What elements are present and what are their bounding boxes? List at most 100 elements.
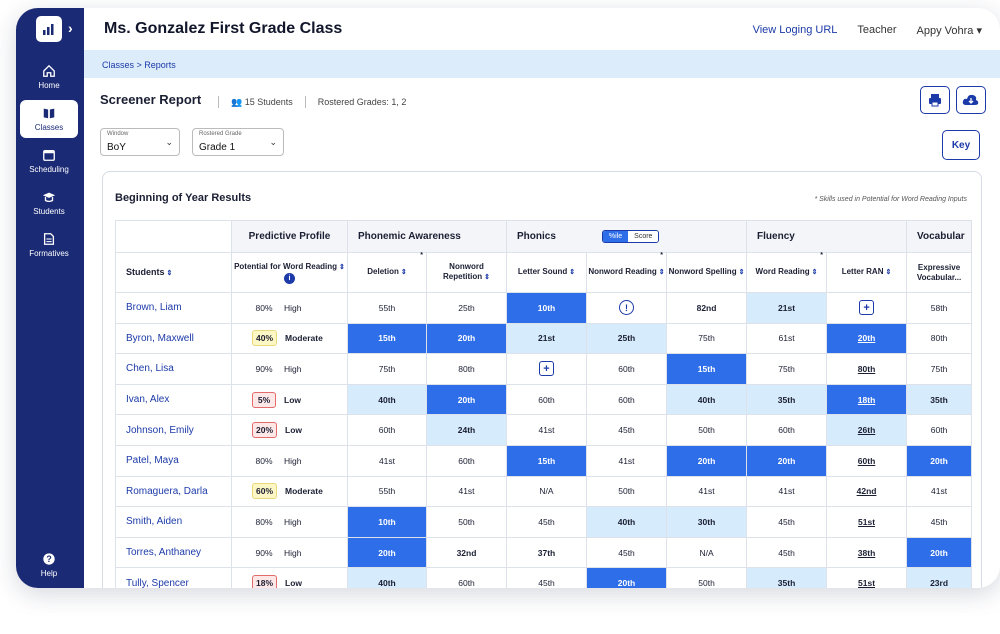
score-cell-nonword-spelling: 41st — [666, 475, 748, 508]
score-value: 25th — [617, 333, 636, 344]
window-select[interactable]: Window BoY ⌄ — [100, 128, 180, 156]
report-meta: 👥 15 Students Rostered Grades: 1, 2 — [218, 96, 406, 108]
score-cell-deletion: 40th — [347, 383, 427, 416]
student-name-link[interactable]: Ivan, Alex — [115, 383, 232, 416]
grade-select[interactable]: Rostered Grade Grade 1 ⌄ — [192, 128, 284, 156]
score-value: 15th — [697, 363, 716, 374]
score-cell-nonword-reading: 25th — [586, 322, 668, 355]
user-menu[interactable]: Appy Vohra ▾ — [917, 24, 982, 37]
score-cell-word-reading: 45th — [746, 506, 828, 538]
header-links: View Loging URL Teacher Appy Vohra ▾ — [753, 24, 982, 37]
toggle-score[interactable]: Score — [628, 231, 659, 242]
potential-level: Moderate — [285, 486, 323, 497]
student-name-link[interactable]: Byron, Maxwell — [115, 322, 232, 355]
sort-icon[interactable]: ⇕ — [400, 269, 407, 276]
student-name-link[interactable]: Romaguera, Darla — [115, 475, 232, 508]
sidebar-item-classes[interactable]: Classes — [20, 100, 78, 138]
students-count: 👥 15 Students — [231, 97, 293, 108]
score-cell-word-reading: 35th — [746, 567, 828, 588]
score-value: 37th — [537, 547, 556, 558]
sidebar-item-help[interactable]: ? Help — [20, 546, 78, 584]
sidebar-item-students[interactable]: Students — [20, 184, 78, 222]
chevron-down-icon: ⌄ — [165, 137, 173, 147]
sort-icon[interactable]: ⇕ — [339, 263, 345, 271]
score-cell-expressive-vocabulary: 41st — [906, 475, 973, 508]
student-name-link[interactable]: Torres, Anthaney — [115, 536, 232, 569]
score-cell-nonword-repetition: 32nd — [425, 536, 508, 569]
sort-icon[interactable]: ⇕ — [811, 269, 818, 276]
col-students[interactable]: Students ⇕ — [115, 252, 232, 293]
score-value: 75th — [698, 333, 715, 344]
score-value: 45th — [538, 578, 555, 588]
score-cell-word-reading: 35th — [746, 383, 828, 416]
score-value: 60th — [618, 363, 635, 374]
flag-icon[interactable]: ! — [619, 300, 635, 316]
col-potential[interactable]: Potential for Word Reading ⇕ i — [231, 252, 348, 293]
score-cell-letter-ran: 26th — [826, 414, 908, 446]
score-value: 45th — [538, 516, 555, 527]
potential-percent: 80% — [255, 455, 273, 466]
breadcrumb[interactable]: Classes > Reports — [84, 50, 1000, 78]
col-nonword-repetition[interactable]: Nonword Repetition ⇕ — [425, 252, 508, 293]
col-letter-sound[interactable]: Letter Sound ⇕ — [506, 252, 588, 293]
table-body: Brown, Liam 80% High 55th 25th 10th! 82nd 21st +… — [115, 292, 973, 588]
grade-select-label: Rostered Grade — [199, 131, 242, 137]
score-cell-word-reading: 20th — [746, 444, 828, 477]
key-button[interactable]: Key — [942, 130, 980, 160]
table-row: Torres, Anthaney 90% High 20th 32nd 37th 45th N… — [115, 536, 973, 569]
view-login-url-link[interactable]: View Loging URL — [752, 24, 838, 36]
score-value: 20th — [457, 333, 476, 344]
sort-icon[interactable]: ⇕ — [484, 274, 490, 281]
student-name-link[interactable]: Smith, Aiden — [115, 506, 232, 538]
score-cell-deletion: 41st — [347, 444, 427, 477]
print-button[interactable] — [920, 86, 950, 114]
col-deletion[interactable]: Deletion ⇕ * — [347, 252, 427, 293]
student-name-link[interactable]: Tully, Spencer — [115, 567, 232, 588]
score-toggle[interactable]: %ile Score — [601, 230, 660, 243]
expand-sidebar-icon[interactable]: › — [68, 20, 73, 36]
toggle-percentile[interactable]: %ile — [602, 231, 629, 242]
score-cell-deletion: 10th — [347, 506, 427, 538]
download-button[interactable] — [956, 86, 986, 114]
score-cell-nonword-repetition: 60th — [425, 444, 508, 477]
score-cell-nonword-spelling: 50th — [666, 567, 748, 588]
sort-icon[interactable]: ⇕ — [885, 269, 892, 276]
score-cell-letter-ran: 38th — [826, 536, 908, 569]
col-nonword-reading[interactable]: Nonword Reading ⇕ * — [586, 252, 668, 293]
score-cell-expressive-vocabulary: 35th — [906, 383, 973, 416]
col-expressive-vocabulary[interactable]: Expressive Vocabular... — [906, 252, 973, 293]
score-value: 40th — [378, 394, 396, 405]
score-cell-letter-sound: + — [506, 353, 588, 385]
book-icon — [43, 108, 55, 119]
potential-cell: 90% High — [231, 353, 348, 385]
student-name-link[interactable]: Chen, Lisa — [115, 353, 232, 385]
add-score-icon[interactable]: + — [859, 300, 875, 316]
sidebar-item-scheduling[interactable]: Scheduling — [20, 142, 78, 180]
student-name-link[interactable]: Brown, Liam — [115, 292, 232, 324]
score-cell-letter-sound: 45th — [506, 567, 588, 588]
col-letter-ran[interactable]: Letter RAN ⇕ — [826, 252, 908, 293]
score-value: 20th — [697, 455, 716, 466]
sidebar-item-formatives[interactable]: Formatives — [20, 226, 78, 264]
score-value: 42nd — [856, 486, 877, 497]
score-cell-deletion: 20th — [347, 536, 427, 569]
potential-cell: 18% Low — [231, 567, 348, 588]
sort-icon[interactable]: ⇕ — [658, 269, 665, 276]
score-value: 20th — [617, 578, 636, 588]
score-value: 15th — [537, 455, 556, 466]
page-title: Ms. Gonzalez First Grade Class — [104, 20, 343, 37]
student-name-link[interactable]: Patel, Maya — [115, 444, 232, 477]
sort-icon[interactable]: ⇕ — [166, 269, 173, 277]
sort-icon[interactable]: ⇕ — [738, 269, 745, 276]
score-cell-deletion: 60th — [347, 414, 427, 446]
sort-icon[interactable]: ⇕ — [569, 269, 576, 276]
add-score-icon[interactable]: + — [539, 361, 555, 377]
col-word-reading[interactable]: Word Reading ⇕ * — [746, 252, 828, 293]
app-logo-icon[interactable] — [36, 16, 62, 42]
col-nonword-spelling[interactable]: Nonword Spelling ⇕ — [666, 252, 748, 293]
score-cell-letter-sound: 41st — [506, 414, 588, 446]
student-name-link[interactable]: Johnson, Emily — [115, 414, 232, 446]
col-letter-sound-label: Letter Sound — [517, 267, 568, 276]
sidebar-item-home[interactable]: Home — [20, 58, 78, 96]
info-icon[interactable]: i — [284, 272, 295, 284]
